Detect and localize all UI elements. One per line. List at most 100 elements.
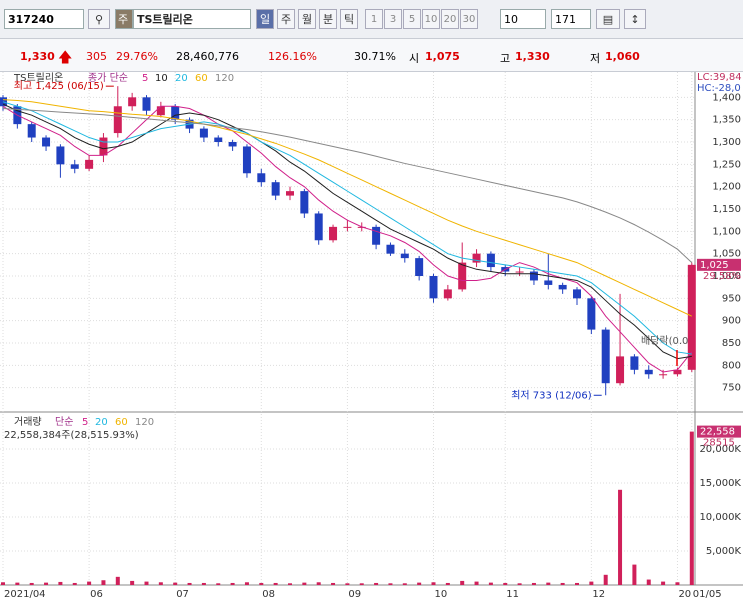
ratio-tag: 28515: [703, 438, 735, 449]
search-button[interactable]: ⚲: [88, 9, 110, 29]
count-button[interactable]: 30: [460, 9, 478, 29]
count-button[interactable]: 1: [365, 9, 383, 29]
volume-bar: [517, 583, 522, 585]
volume-bar: [374, 582, 379, 585]
volume-bar: [144, 581, 149, 585]
count-button[interactable]: 20: [441, 9, 459, 29]
volume-bar: [474, 581, 479, 585]
period-button[interactable]: 분: [319, 9, 337, 29]
low-annotation: 최저 733 (12/06): [511, 389, 592, 401]
y-tick-label: 750: [722, 383, 741, 394]
legend-item: 120: [135, 417, 154, 428]
candle-body: [687, 264, 696, 370]
volume-bar: [488, 582, 493, 585]
volume-bar: [632, 564, 637, 585]
candle-body: [587, 298, 596, 330]
candle-body: [400, 253, 409, 259]
code-input[interactable]: 317240: [4, 9, 84, 29]
y-tick-label: 10,000K: [699, 512, 741, 523]
dividend-annotation: 배당락(0.0: [641, 335, 688, 347]
candle-body: [228, 142, 237, 147]
y-tick-label: 900: [722, 316, 741, 327]
y-tick-label: 1,350: [712, 115, 741, 126]
candle-body: [271, 182, 280, 196]
period-button[interactable]: 주: [277, 9, 295, 29]
volume-bar: [331, 582, 336, 585]
volume-bar: [445, 582, 450, 585]
volume-bar: [58, 581, 63, 585]
ma-line: [2, 101, 692, 355]
x-tick-label: 10: [435, 589, 448, 600]
candle-body: [616, 356, 625, 384]
candle-body: [573, 289, 581, 299]
volume-bar: [29, 582, 34, 585]
volume-bar: [359, 583, 364, 585]
y-tick-label: 1,200: [712, 182, 741, 193]
volume-info: 22,558,384주(28,515.93%): [4, 430, 139, 441]
candle-body: [458, 262, 467, 290]
y-tick-label: 1,300: [712, 137, 741, 148]
count-input[interactable]: 171: [551, 9, 591, 29]
x-tick-label: 20: [678, 589, 691, 600]
count-button[interactable]: 3: [384, 9, 402, 29]
candle-body: [486, 253, 495, 268]
candle-body: [199, 128, 208, 138]
candle-body: [286, 191, 294, 196]
legend-name: 거래량: [14, 416, 42, 428]
volume-bar: [244, 582, 249, 585]
x-tick-label: 2021/04: [4, 589, 46, 600]
legend-item: 5: [142, 73, 148, 84]
period-button[interactable]: 틱: [340, 9, 358, 29]
volume-bar: [1, 582, 5, 585]
candle-body: [343, 226, 352, 228]
x-tick-label: 11: [506, 589, 519, 600]
period-button[interactable]: 월: [298, 9, 316, 29]
candle-body: [56, 146, 65, 165]
candle-body: [27, 124, 36, 138]
legend-item: 20: [95, 417, 108, 428]
volume-rate: 126.16%: [268, 50, 317, 63]
interval-select[interactable]: 10: [500, 9, 546, 29]
turnover: 30.71%: [354, 50, 396, 63]
volume-bar: [460, 580, 465, 585]
volume: 28,460,776: [176, 50, 239, 63]
candle-body: [630, 356, 639, 370]
x-tick-label: 01/05: [693, 589, 722, 600]
high-annotation: 최고 1,425 (06/15): [14, 80, 104, 92]
candle-body: [214, 137, 223, 142]
candle-body: [472, 253, 481, 263]
candle-body: [558, 284, 567, 290]
volume-bar: [15, 582, 20, 585]
scale-button[interactable]: ↕: [624, 9, 646, 29]
y-tick-label: 1,150: [712, 204, 741, 215]
market-badge: 주: [115, 9, 133, 29]
legend-label: 단순: [55, 416, 73, 428]
legend-name: TS트릴리온: [13, 71, 63, 84]
ma-line: [2, 99, 693, 317]
candle-body: [314, 213, 323, 241]
volume-bar: [589, 581, 594, 585]
stock-name[interactable]: TS트릴리온: [133, 9, 251, 29]
legend-item: 60: [195, 73, 208, 84]
ma-line: [2, 103, 692, 360]
candle-body: [443, 289, 452, 299]
volume-bar: [173, 582, 178, 585]
price-tag: 1,025: [700, 260, 729, 271]
volume-bar: [661, 581, 666, 585]
chart-type-button[interactable]: ▤: [596, 9, 620, 29]
volume-bar: [216, 583, 221, 585]
volume-bar: [417, 582, 422, 585]
volume-bar: [431, 582, 436, 585]
candle-body: [372, 226, 381, 245]
y-tick-label: 850: [722, 338, 741, 349]
period-button[interactable]: 일: [256, 9, 274, 29]
volume-bar: [689, 431, 694, 585]
count-button[interactable]: 5: [403, 9, 421, 29]
candle-body: [113, 106, 122, 134]
y-tick-label: 1,400: [712, 92, 741, 103]
candle-body: [142, 97, 151, 111]
volume-bar: [273, 582, 278, 585]
count-button[interactable]: 10: [422, 9, 440, 29]
volume-bar: [646, 579, 651, 585]
